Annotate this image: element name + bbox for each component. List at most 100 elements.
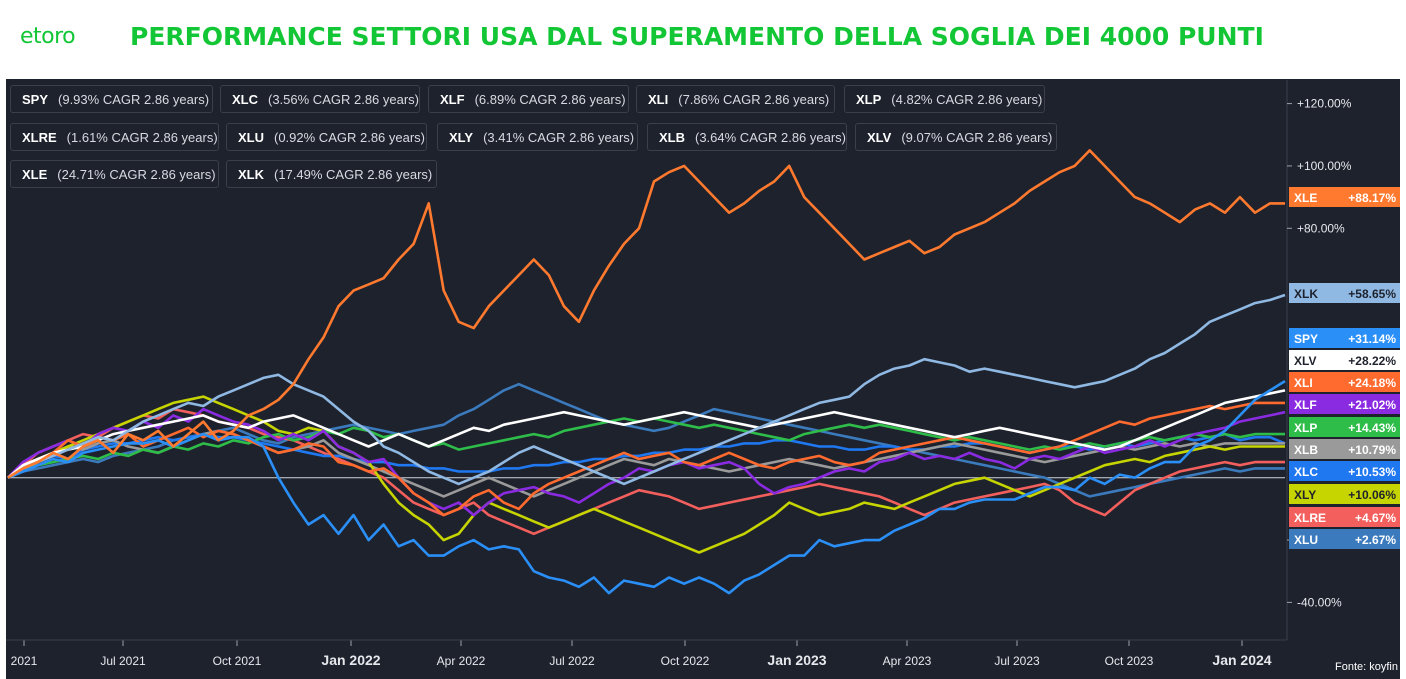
legend-ticker: XLC <box>232 91 258 107</box>
legend-cagr: (7.86% CAGR 2.86 years) <box>678 91 830 107</box>
legend-item-xlre[interactable]: XLRE (1.61% CAGR 2.86 years) <box>10 123 219 151</box>
y-tick-label: +120.00% <box>1297 97 1352 111</box>
end-label-box-xlb <box>1289 439 1400 459</box>
end-label-ticker: XLC <box>1294 465 1318 479</box>
series-line-xlv <box>7 389 1286 479</box>
legend-item-spy[interactable]: SPY (9.93% CAGR 2.86 years) <box>10 85 213 113</box>
end-label-ticker: XLB <box>1294 443 1318 457</box>
end-label-ticker: XLK <box>1294 287 1318 301</box>
source-note: Fonte: koyfin <box>1335 661 1398 673</box>
legend-item-xlu[interactable]: XLU (0.92% CAGR 2.86 years) <box>226 123 427 151</box>
legend-ticker: XLB <box>659 129 685 145</box>
legend-item-xly[interactable]: XLY (3.41% CAGR 2.86 years) <box>437 123 638 151</box>
end-label-value: +4.67% <box>1355 511 1396 525</box>
end-label-value: +14.43% <box>1348 421 1396 435</box>
series-line-xlre <box>7 407 1285 536</box>
x-tick-label: Jan 2022 <box>321 652 380 668</box>
end-label-box-spy <box>1289 328 1400 348</box>
legend-cagr: (3.56% CAGR 2.86 years) <box>268 91 420 107</box>
end-label-box-xlu <box>1289 529 1400 549</box>
end-label-box-xlre <box>1289 507 1400 527</box>
legend-cagr: (17.49% CAGR 2.86 years) <box>274 166 433 182</box>
legend-cagr: (9.07% CAGR 2.86 years) <box>901 129 1053 145</box>
legend-item-xle[interactable]: XLE (24.71% CAGR 2.86 years) <box>10 160 219 188</box>
end-label-ticker: XLI <box>1294 376 1313 390</box>
end-label-value: +21.02% <box>1348 398 1396 412</box>
x-tick-label: Oct 2021 <box>213 654 262 668</box>
legend-item-xlc[interactable]: XLC (3.56% CAGR 2.86 years) <box>220 85 420 113</box>
end-label-ticker: XLV <box>1294 354 1316 368</box>
end-label-value: +58.65% <box>1348 287 1396 301</box>
etoro-logo: etoro <box>20 24 76 49</box>
x-tick-label: Oct 2022 <box>661 654 710 668</box>
legend-ticker: XLP <box>856 91 882 107</box>
end-label-ticker: XLRE <box>1294 511 1326 525</box>
legend-cagr: (9.93% CAGR 2.86 years) <box>58 91 210 107</box>
end-label-box-xlc <box>1289 461 1400 481</box>
legend-ticker: XLRE <box>22 129 57 145</box>
legend-item-xlf[interactable]: XLF (6.89% CAGR 2.86 years) <box>428 85 629 113</box>
legend-ticker: XLI <box>648 91 669 107</box>
x-tick-label: Oct 2023 <box>1105 654 1154 668</box>
end-label-box-xlk <box>1289 283 1400 303</box>
y-tick-label: +80.00% <box>1297 221 1345 235</box>
chart-title: PERFORMANCE SETTORI USA DAL SUPERAMENTO … <box>130 22 1264 51</box>
series-line-xlk <box>7 293 1286 486</box>
end-label-box-xly <box>1289 484 1400 504</box>
legend-cagr: (3.64% CAGR 2.86 years) <box>695 129 847 145</box>
end-label-value: +88.17% <box>1348 191 1396 205</box>
end-label-box-xlp <box>1289 417 1400 437</box>
end-label-value: +2.67% <box>1355 533 1396 547</box>
end-label-ticker: XLU <box>1294 533 1318 547</box>
x-tick-label: Jul 2022 <box>549 654 595 668</box>
x-tick-label: Apr 2023 <box>883 654 932 668</box>
end-label-ticker: XLE <box>1294 191 1317 205</box>
series-line-xly <box>7 395 1285 554</box>
x-tick-label: Jan 2023 <box>767 652 826 668</box>
end-label-box-xli <box>1289 372 1400 392</box>
legend-item-xli[interactable]: XLI (7.86% CAGR 2.86 years) <box>636 85 835 113</box>
end-label-box-xlf <box>1289 394 1400 414</box>
legend-cagr: (4.82% CAGR 2.86 years) <box>891 91 1043 107</box>
legend-cagr: (1.61% CAGR 2.86 years) <box>66 129 218 145</box>
legend-item-xlv[interactable]: XLV (9.07% CAGR 2.86 years) <box>855 123 1057 151</box>
legend-item-xlk[interactable]: XLK (17.49% CAGR 2.86 years) <box>226 160 437 188</box>
end-label-value: +10.79% <box>1348 443 1396 457</box>
legend-ticker: XLF <box>440 91 465 107</box>
legend-ticker: XLU <box>238 129 264 145</box>
x-tick-label: Jul 2023 <box>994 654 1040 668</box>
legend-item-xlp[interactable]: XLP (4.82% CAGR 2.86 years) <box>844 85 1045 113</box>
end-label-value: +31.14% <box>1348 332 1396 346</box>
legend-cagr: (6.89% CAGR 2.86 years) <box>474 91 626 107</box>
series-line-xlb <box>7 429 1285 498</box>
legend-ticker: XLE <box>22 166 48 182</box>
legend-ticker: XLY <box>449 129 474 145</box>
x-tick-label: 2021 <box>11 654 38 668</box>
x-tick-label: Jan 2024 <box>1212 652 1271 668</box>
legend-cagr: (24.71% CAGR 2.86 years) <box>57 166 216 182</box>
legend-ticker: SPY <box>22 91 49 107</box>
end-label-value: +24.18% <box>1348 376 1396 390</box>
y-tick-label: -40.00% <box>1297 595 1342 609</box>
end-label-ticker: SPY <box>1294 332 1318 346</box>
end-label-ticker: XLP <box>1294 421 1317 435</box>
legend-cagr: (0.92% CAGR 2.86 years) <box>274 129 426 145</box>
end-label-ticker: XLF <box>1294 398 1317 412</box>
series-line-xle <box>7 149 1285 479</box>
x-tick-label: Apr 2022 <box>437 654 486 668</box>
legend-cagr: (3.41% CAGR 2.86 years) <box>483 129 635 145</box>
y-tick-label: +100.00% <box>1297 159 1352 173</box>
end-label-value: +10.06% <box>1348 488 1396 502</box>
legend-ticker: XLV <box>867 129 892 145</box>
end-label-ticker: XLY <box>1294 488 1316 502</box>
header: etoro PERFORMANCE SETTORI USA DAL SUPERA… <box>0 0 1406 78</box>
legend-item-xlb[interactable]: XLB (3.64% CAGR 2.86 years) <box>647 123 847 151</box>
series-line-xli <box>7 401 1285 517</box>
end-label-value: +28.22% <box>1348 354 1396 368</box>
series-line-xlf <box>7 407 1286 517</box>
x-tick-label: Jul 2021 <box>100 654 146 668</box>
end-label-box-xle <box>1289 187 1400 207</box>
end-label-box-xlv <box>1289 350 1400 370</box>
legend-ticker: XLK <box>238 166 264 182</box>
